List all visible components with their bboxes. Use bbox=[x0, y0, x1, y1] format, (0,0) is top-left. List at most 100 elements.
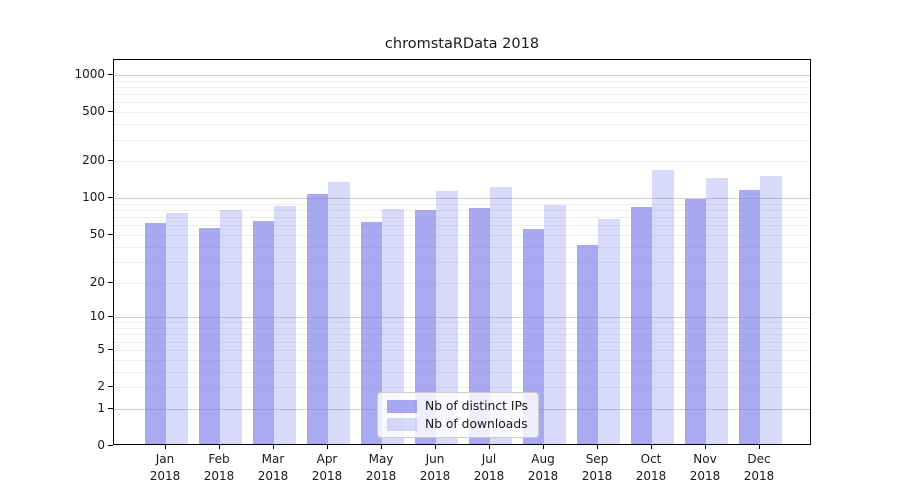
y-tick-mark bbox=[108, 348, 113, 350]
bar-downloads-mar bbox=[274, 206, 296, 444]
y-tick-label: 200 bbox=[82, 153, 105, 168]
x-tick-mark bbox=[651, 445, 653, 449]
major-gridline bbox=[114, 198, 810, 200]
bar-downloads-jun bbox=[436, 190, 458, 444]
bar-distinct-ips-oct bbox=[630, 206, 652, 444]
y-tick-mark bbox=[108, 281, 113, 283]
x-tick-label-feb: Feb 2018 bbox=[203, 452, 235, 483]
minor-gridline bbox=[114, 371, 810, 373]
x-tick-mark bbox=[381, 445, 383, 449]
y-tick-mark bbox=[108, 316, 113, 318]
x-tick-label-dec: Dec 2018 bbox=[743, 452, 775, 483]
x-tick-label-mar: Mar 2018 bbox=[257, 452, 289, 483]
bar-downloads-feb bbox=[220, 210, 242, 444]
x-tick-label-apr: Apr 2018 bbox=[311, 452, 343, 483]
bar-downloads-may bbox=[382, 208, 404, 444]
bar-downloads-dec bbox=[760, 176, 782, 444]
minor-gridline bbox=[114, 124, 810, 126]
bar-downloads-aug bbox=[544, 204, 566, 444]
bar-distinct-ips-may bbox=[360, 222, 382, 444]
y-tick-label: 2 bbox=[97, 379, 105, 393]
plot-area bbox=[113, 59, 811, 445]
minor-gridline bbox=[114, 328, 810, 329]
minor-gridline bbox=[114, 334, 810, 336]
x-tick-mark bbox=[327, 445, 329, 449]
y-tick-label: 100 bbox=[82, 190, 105, 205]
minor-gridline bbox=[114, 234, 810, 236]
minor-gridline bbox=[114, 387, 810, 388]
y-tick-label: 20 bbox=[89, 274, 105, 289]
bar-distinct-ips-dec bbox=[738, 189, 760, 444]
x-tick-mark bbox=[165, 445, 167, 449]
y-tick-mark bbox=[108, 73, 113, 76]
bar-distinct-ips-jul bbox=[468, 208, 490, 444]
minor-gridline bbox=[114, 282, 810, 284]
bar-distinct-ips-jan bbox=[144, 223, 166, 444]
minor-gridline bbox=[114, 112, 810, 114]
y-tick-mark bbox=[108, 407, 113, 409]
bar-distinct-ips-mar bbox=[252, 220, 274, 444]
x-tick-mark bbox=[705, 445, 707, 449]
minor-gridline bbox=[114, 94, 810, 96]
y-tick-label: 10 bbox=[89, 309, 105, 324]
y-tick-mark bbox=[108, 233, 113, 236]
legend: Nb of distinct IPs Nb of downloads bbox=[377, 392, 540, 438]
minor-gridline bbox=[114, 86, 810, 88]
minor-gridline bbox=[114, 210, 810, 212]
y-tick-label: 500 bbox=[82, 104, 105, 119]
x-tick-label-oct: Oct 2018 bbox=[635, 452, 667, 483]
y-tick-label: 1 bbox=[97, 400, 105, 415]
bar-downloads-jan bbox=[166, 212, 188, 444]
y-tick-mark bbox=[108, 386, 113, 388]
minor-gridline bbox=[114, 102, 810, 104]
bar-distinct-ips-feb bbox=[198, 227, 220, 444]
x-tick-label-aug: Aug 2018 bbox=[527, 452, 559, 483]
minor-gridline bbox=[114, 359, 810, 361]
x-tick-label-may: May 2018 bbox=[365, 452, 397, 483]
minor-gridline bbox=[114, 217, 810, 219]
y-tick-mark bbox=[108, 160, 113, 162]
chart-title: chromstaRData 2018 bbox=[384, 36, 540, 52]
legend-label: Nb of downloads bbox=[425, 417, 528, 431]
major-gridline bbox=[114, 317, 810, 319]
minor-gridline bbox=[114, 246, 810, 248]
bar-downloads-jul bbox=[490, 187, 512, 444]
bar-distinct-ips-jun bbox=[414, 210, 436, 444]
x-tick-label-sep: Sep 2018 bbox=[581, 452, 613, 483]
minor-gridline bbox=[114, 161, 810, 163]
y-tick-mark bbox=[108, 445, 113, 447]
x-tick-label-jan: Jan 2018 bbox=[149, 452, 181, 483]
minor-gridline bbox=[114, 203, 810, 205]
y-tick-mark bbox=[108, 197, 113, 199]
bar-distinct-ips-sep bbox=[576, 244, 598, 444]
bar-downloads-nov bbox=[706, 178, 728, 444]
y-tick-label: 0 bbox=[97, 438, 105, 452]
bar-downloads-apr bbox=[328, 182, 350, 444]
x-tick-label-jul: Jul 2018 bbox=[473, 452, 505, 483]
legend-swatch-downloads bbox=[387, 417, 417, 431]
legend-item-downloads: Nb of downloads bbox=[387, 417, 528, 431]
minor-gridline bbox=[114, 341, 810, 343]
x-tick-mark bbox=[219, 445, 221, 449]
y-tick-label: 5 bbox=[97, 341, 105, 356]
x-tick-label-jun: Jun 2018 bbox=[419, 452, 451, 483]
x-tick-mark bbox=[759, 445, 761, 449]
minor-gridline bbox=[114, 349, 810, 351]
major-gridline bbox=[114, 74, 810, 76]
minor-gridline bbox=[114, 261, 810, 263]
legend-label: Nb of distinct IPs bbox=[425, 399, 529, 413]
y-tick-label: 50 bbox=[89, 226, 105, 241]
x-tick-mark bbox=[273, 445, 275, 449]
bar-distinct-ips-apr bbox=[306, 193, 328, 444]
x-tick-mark bbox=[489, 445, 491, 449]
y-tick-label: 1000 bbox=[74, 66, 105, 81]
minor-gridline bbox=[114, 225, 810, 227]
x-tick-label-nov: Nov 2018 bbox=[689, 452, 721, 483]
bar-downloads-sep bbox=[598, 219, 620, 444]
minor-gridline bbox=[114, 322, 810, 324]
bar-downloads-oct bbox=[652, 169, 674, 444]
x-tick-mark bbox=[597, 445, 599, 449]
minor-gridline bbox=[114, 80, 810, 82]
legend-swatch-distinct-ips bbox=[387, 399, 417, 413]
